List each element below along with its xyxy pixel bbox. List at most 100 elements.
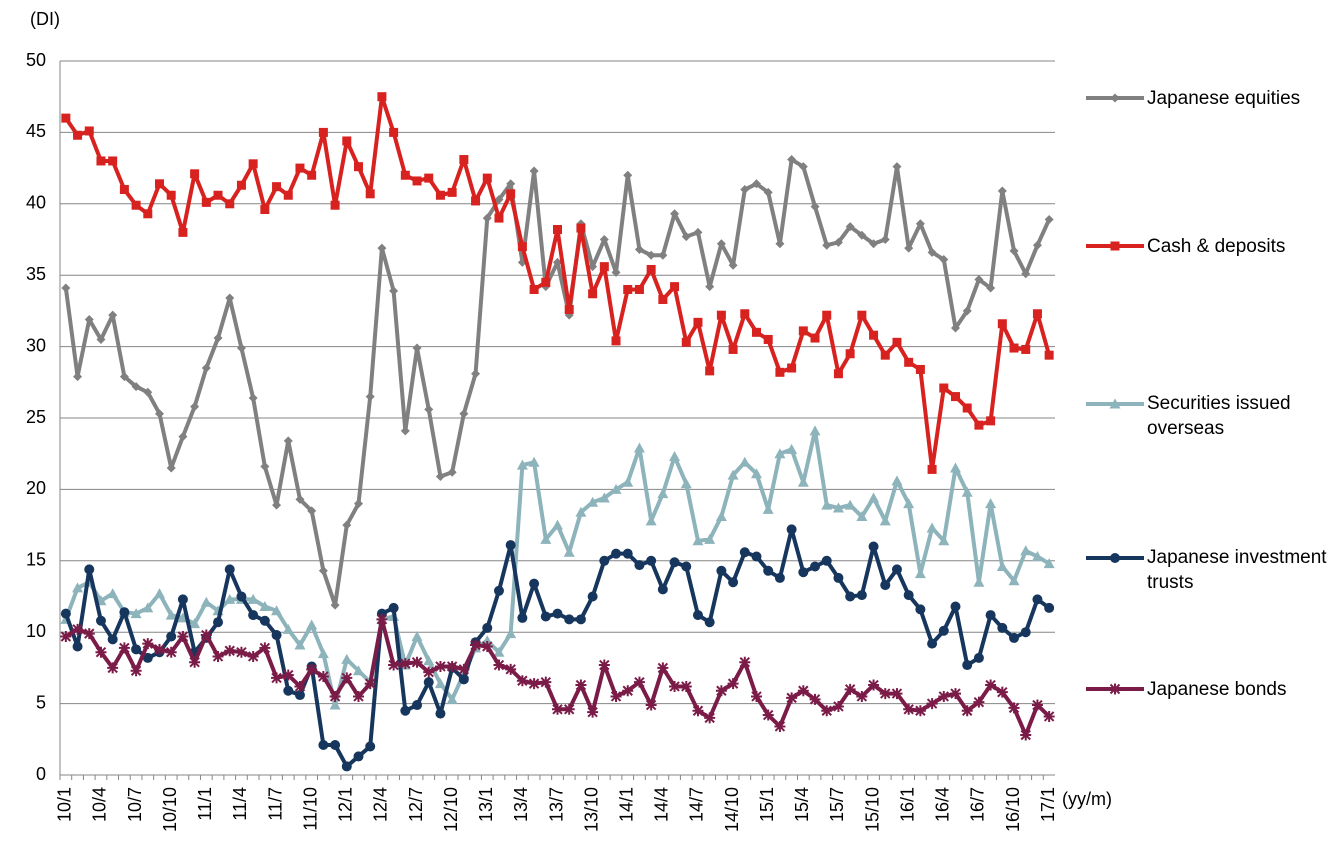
marker [821, 499, 833, 510]
marker [716, 239, 726, 249]
marker [107, 588, 119, 599]
x-tick-label: 12/1 [336, 787, 356, 822]
marker [705, 282, 715, 292]
marker [670, 209, 680, 219]
marker [938, 625, 949, 636]
marker [1021, 344, 1031, 354]
marker [786, 692, 798, 704]
marker [95, 615, 106, 626]
marker [904, 357, 914, 367]
marker [669, 557, 680, 568]
marker [517, 242, 527, 252]
marker [915, 219, 925, 229]
marker [950, 601, 961, 612]
marker [986, 283, 996, 293]
marker [973, 696, 985, 708]
marker [423, 666, 435, 678]
marker [657, 584, 668, 595]
x-tick-label: 12/7 [406, 787, 426, 822]
marker [856, 590, 867, 601]
marker [224, 593, 236, 604]
marker [108, 156, 118, 166]
marker [1044, 350, 1054, 360]
y-tick-label: 0 [36, 764, 46, 784]
x-tick-label: 16/4 [933, 787, 953, 822]
marker [1031, 551, 1043, 562]
marker [365, 392, 375, 402]
marker [516, 675, 528, 687]
marker [728, 344, 738, 354]
marker [657, 488, 669, 499]
marker [845, 222, 855, 232]
x-tick-label: 11/10 [300, 787, 320, 831]
marker [412, 176, 422, 186]
y-tick-label: 25 [26, 407, 46, 427]
marker [271, 605, 283, 616]
marker [962, 403, 972, 413]
marker [775, 239, 785, 249]
x-tick-label: 15/1 [757, 787, 777, 822]
marker [271, 630, 282, 641]
marker [727, 469, 739, 480]
x-tick-label: 17/1 [1038, 787, 1058, 822]
marker [986, 416, 996, 426]
marker [190, 169, 200, 179]
marker [166, 190, 176, 200]
marker [809, 693, 821, 705]
marker [247, 650, 259, 662]
marker [704, 617, 715, 628]
marker [424, 173, 434, 183]
marker [528, 456, 540, 467]
marker [693, 227, 703, 237]
marker [248, 393, 258, 403]
marker [646, 264, 656, 274]
marker [131, 644, 142, 655]
marker [763, 334, 773, 344]
marker [493, 585, 504, 596]
marker [318, 566, 328, 576]
marker [248, 610, 259, 621]
marker [318, 740, 329, 751]
marker [131, 200, 141, 210]
x-tick-label: 12/10 [441, 787, 461, 832]
marker [575, 506, 587, 517]
marker [494, 195, 504, 205]
marker [294, 680, 306, 692]
marker [142, 638, 154, 650]
marker [787, 363, 797, 373]
legend-label: Japanese bonds [1147, 678, 1287, 700]
marker [388, 602, 399, 613]
marker [364, 678, 376, 690]
marker [84, 314, 94, 324]
marker [623, 170, 633, 180]
marker [60, 608, 71, 619]
marker [634, 244, 644, 254]
marker [552, 703, 563, 715]
marker [178, 432, 188, 442]
marker [868, 541, 879, 552]
marker [575, 679, 587, 691]
marker [247, 593, 259, 604]
marker [493, 646, 505, 657]
marker [306, 619, 318, 630]
marker [904, 243, 914, 253]
marker [165, 646, 177, 658]
marker [458, 663, 470, 675]
marker [611, 267, 621, 277]
marker [177, 630, 189, 642]
marker [494, 213, 504, 223]
marker [715, 511, 727, 522]
marker [446, 693, 458, 704]
marker [739, 456, 751, 467]
marker [610, 690, 622, 702]
marker [798, 567, 809, 578]
marker [787, 155, 797, 165]
marker [716, 310, 726, 320]
marker [388, 659, 400, 671]
marker [973, 576, 985, 587]
marker [317, 648, 329, 659]
marker [786, 524, 797, 535]
marker [868, 492, 880, 503]
marker [681, 561, 692, 572]
marker [821, 555, 832, 566]
